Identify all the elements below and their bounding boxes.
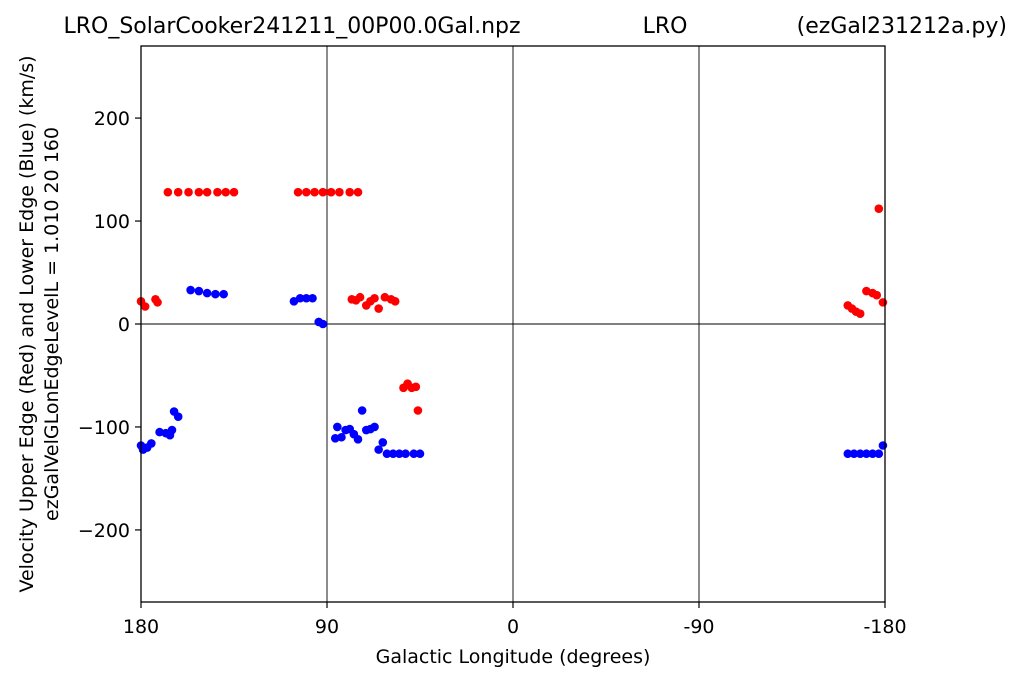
red-point <box>194 187 204 197</box>
blue-point <box>874 449 884 459</box>
blue-point <box>333 422 342 432</box>
title-right: (ezGal231212a.py) <box>797 14 1007 39</box>
blue-point <box>194 286 204 296</box>
blue-point <box>415 449 425 459</box>
x-axis: 180 90 0 -90 -180 <box>123 602 907 638</box>
blue-point <box>219 289 228 299</box>
blue-point <box>409 449 419 459</box>
red-point <box>140 302 150 311</box>
red-point <box>374 304 383 313</box>
red-point <box>353 187 363 197</box>
x-tick-label: -180 <box>863 616 906 638</box>
y-tick-label: −200 <box>78 520 130 542</box>
x-tick-label: -90 <box>683 616 714 638</box>
data-points <box>136 187 888 459</box>
red-point <box>163 187 173 197</box>
red-point <box>390 297 400 306</box>
blue-point <box>357 406 367 415</box>
red-point <box>878 298 888 307</box>
red-point <box>335 187 344 197</box>
x-tick-label: 180 <box>123 616 159 638</box>
x-tick-label: 0 <box>507 616 519 638</box>
blue-point <box>173 412 183 421</box>
red-point <box>370 293 379 303</box>
red-point <box>173 187 183 197</box>
red-point <box>326 187 336 197</box>
red-point <box>202 187 212 197</box>
blue-point <box>337 432 346 442</box>
red-point <box>229 187 239 197</box>
red-point <box>413 406 423 415</box>
blue-point <box>401 449 410 459</box>
blue-point <box>370 422 379 432</box>
blue-point <box>147 439 156 448</box>
y-tick-label: 200 <box>94 108 130 130</box>
y-tick-label: −100 <box>78 417 130 439</box>
y-axis-label-params: ezGalVelGLonEdgeLevelL = 1.010 20 160 <box>41 127 63 521</box>
title-center: LRO <box>643 14 688 39</box>
blue-point <box>308 293 317 303</box>
blue-point <box>849 449 859 459</box>
blue-point <box>167 425 177 435</box>
blue-point <box>868 449 877 459</box>
blue-point <box>382 449 392 459</box>
red-point <box>310 187 319 197</box>
blue-point <box>843 449 853 459</box>
blue-point <box>186 285 195 295</box>
y-tick-label: 0 <box>118 314 130 336</box>
red-point <box>184 187 193 197</box>
blue-point <box>318 319 328 329</box>
y-tick-label: 100 <box>94 211 130 233</box>
blue-point <box>388 449 398 459</box>
title-left: LRO_SolarCooker241211_00P00.0Gal.npz <box>63 14 520 39</box>
blue-point <box>378 438 388 447</box>
red-point <box>318 187 328 197</box>
blue-point <box>202 288 212 298</box>
red-point <box>302 187 311 197</box>
red-point <box>221 187 231 197</box>
red-point <box>872 290 882 300</box>
x-axis-label: Galactic Longitude (degrees) <box>376 646 651 668</box>
y-axis-label: Velocity Upper Edge (Red) and Lower Edge… <box>16 55 38 592</box>
blue-point <box>211 289 220 299</box>
blue-point <box>878 441 888 450</box>
x-tick-label: 90 <box>315 616 339 638</box>
blue-point <box>374 445 383 454</box>
blue-point <box>855 449 865 459</box>
red-point <box>213 187 222 197</box>
blue-point <box>295 293 305 303</box>
red-point <box>411 382 421 392</box>
red-point <box>153 298 162 307</box>
red-point <box>855 309 865 319</box>
blue-point <box>353 435 363 444</box>
y-axis: −200 −100 0 100 200 <box>78 108 141 542</box>
blue-point <box>302 293 311 303</box>
red-point <box>345 187 355 197</box>
red-point <box>874 204 884 213</box>
blue-point <box>395 449 404 459</box>
red-point <box>293 187 303 197</box>
red-point <box>355 292 365 302</box>
blue-point <box>862 449 871 459</box>
